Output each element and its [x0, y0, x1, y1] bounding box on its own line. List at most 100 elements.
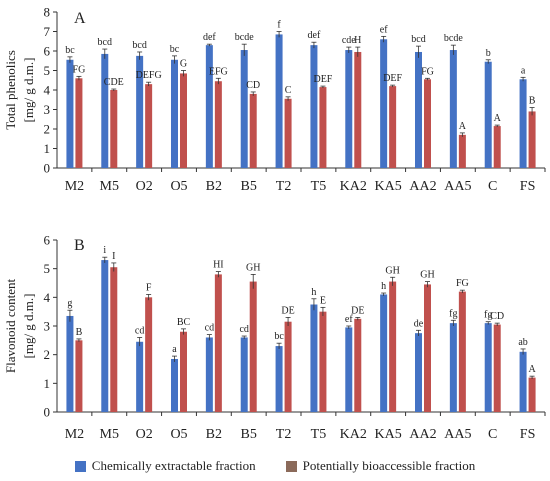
chart1-data-label: bcd	[132, 40, 146, 51]
chart2-data-label: A	[528, 364, 536, 375]
chart2-bar-series1	[240, 337, 248, 412]
chart1-data-label: H	[354, 35, 361, 46]
chart2-bar-series1	[171, 358, 178, 412]
legend-item-chemical: Chemically extractable fraction	[74, 458, 256, 474]
chart2-y-tick-label: 0	[44, 405, 51, 420]
chart2-bar-series1	[519, 351, 527, 412]
chart2-data-label: ef	[345, 314, 353, 325]
chart2-data-label: a	[172, 344, 177, 355]
chart1-ylabel: Total phenolics	[3, 50, 18, 130]
chart1-x-tick-label: B2	[206, 179, 222, 194]
chart2-x-tick-label: B2	[206, 427, 222, 442]
chart1-data-label: cde	[342, 35, 356, 46]
chart2-bar-series1	[380, 294, 388, 412]
chart1-data-label: f	[277, 20, 281, 31]
chart1-bar-series2	[354, 51, 362, 168]
chart1-bar-series2	[249, 93, 257, 168]
chart2-panel-label: B	[74, 237, 85, 254]
chart2-x-tick-label: AA5	[444, 427, 471, 442]
chart2-x-tick-label: M5	[100, 427, 119, 442]
chart2-data-label: cd	[239, 324, 248, 335]
chart2-data-label: fg	[449, 308, 457, 319]
chart2-bar-series1	[310, 304, 318, 412]
chart1-bar-series1	[415, 51, 422, 168]
chart1-bar-series2	[145, 84, 153, 168]
chart2-x-tick-label: KA5	[375, 427, 402, 442]
chart1-bar-series1	[171, 59, 178, 168]
chart1-x-tick-label: AA5	[444, 179, 471, 194]
chart1-bar-series1	[484, 61, 492, 168]
chart2-y-tick-label: 5	[44, 261, 51, 276]
chart2-bar-series2	[528, 377, 536, 412]
chart1-data-label: bcd	[98, 37, 112, 48]
chart2-bar-series2	[389, 281, 397, 412]
chart2-bar-series1	[275, 346, 283, 412]
chart2-data-label: ab	[518, 337, 527, 348]
chart1-bar-series1	[449, 50, 457, 168]
chart1-data-label: def	[203, 32, 216, 43]
legend-swatch-chemical	[74, 460, 86, 472]
chart1-data-label: C	[285, 85, 292, 96]
chart1-x-tick-label: C	[488, 179, 497, 194]
legend-label-bioaccessible: Potentially bioaccessible fraction	[302, 458, 476, 473]
chart1-bar-series2	[528, 111, 536, 168]
chart2-ylabel: Flavonoid content	[3, 278, 18, 373]
chart1-y-tick-label: 8	[44, 5, 51, 20]
chart1-data-label: EFG	[209, 66, 228, 77]
chart1-data-label: bcde	[444, 33, 463, 44]
chart2-data-label: GH	[385, 265, 399, 276]
chart2-bar-series2	[214, 274, 222, 412]
chart2-data-label: GH	[246, 262, 260, 273]
chart1-bar-series1	[380, 39, 388, 168]
chart1-y-tick-label: 1	[44, 141, 51, 156]
chart1-data-label: def	[308, 30, 321, 41]
chart1-bar-series1	[205, 45, 213, 168]
chart1-x-tick-label: KA5	[375, 179, 402, 194]
chart1-data-label: bcd	[411, 34, 425, 45]
chart2-data-label: cd	[135, 325, 144, 336]
chart1-x-tick-label: T5	[311, 179, 327, 194]
chart2-data-label: g	[67, 298, 72, 309]
chart2-data-label: B	[76, 327, 83, 338]
chart1-x-tick-label: KA2	[340, 179, 367, 194]
chart2-bar-series2	[458, 291, 466, 412]
chart1-y-tick-label: 5	[44, 63, 51, 78]
chart1-bar-series2	[458, 134, 466, 168]
chart2-y-tick-label: 4	[44, 290, 51, 305]
chart2-x-tick-label: KA2	[340, 427, 367, 442]
chart2-data-label: bc	[274, 331, 284, 342]
chart1-x-tick-label: B5	[241, 179, 257, 194]
chart1-data-label: FG	[421, 66, 434, 77]
chart2-data-label: h	[381, 281, 386, 292]
chart1-y-tick-label: 0	[44, 161, 51, 176]
chart1-data-label: B	[529, 96, 536, 107]
chart2-bar-series1	[415, 333, 422, 412]
chart1-data-label: G	[180, 59, 187, 70]
chart2-data-label: I	[112, 251, 115, 262]
chart2-data-label: BC	[177, 317, 191, 328]
chart2-x-tick-label: T2	[276, 427, 292, 442]
chart1-data-label: CDE	[104, 77, 124, 88]
chart2-bar-series1	[484, 323, 492, 412]
chart1-bar-series1	[345, 50, 353, 168]
chart2-bar-series2	[354, 318, 362, 412]
chart2-bar-series1	[205, 337, 213, 412]
chart2-data-label: DE	[281, 305, 294, 316]
chart2-x-tick-label: O5	[170, 427, 187, 442]
chart2-data-label: GH	[420, 270, 434, 281]
chart1-bar-series2	[214, 81, 222, 168]
chart1-panel-label: A	[74, 10, 86, 27]
chart2-bar-series1	[345, 327, 353, 412]
chart1-bar-series1	[519, 79, 527, 168]
chart2-x-tick-label: T5	[311, 427, 327, 442]
legend-item-bioaccessible: Potentially bioaccessible fraction	[285, 458, 476, 474]
chart2-bar-series2	[180, 331, 187, 412]
chart2-bar-series2	[493, 324, 501, 412]
chart1-x-tick-label: AA2	[409, 179, 436, 194]
chart2-bar-series2	[249, 281, 257, 412]
chart1-ylabel: [mg/ g d.m.]	[21, 58, 36, 123]
chart1-data-label: b	[486, 48, 491, 59]
legend-swatch-bioaccessible	[285, 460, 297, 472]
chart1-data-label: CD	[246, 80, 260, 91]
